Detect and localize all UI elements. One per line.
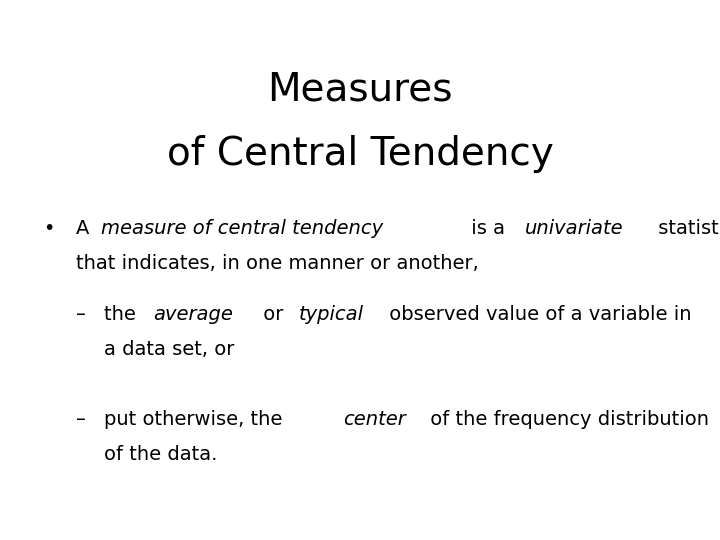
Text: a data set, or: a data set, or bbox=[104, 340, 235, 359]
Text: Measures: Measures bbox=[267, 70, 453, 108]
Text: observed value of a variable in: observed value of a variable in bbox=[382, 305, 691, 324]
Text: statistic: statistic bbox=[652, 219, 720, 238]
Text: the: the bbox=[104, 305, 143, 324]
Text: center: center bbox=[343, 410, 405, 429]
Text: of the frequency distribution: of the frequency distribution bbox=[423, 410, 708, 429]
Text: –: – bbox=[76, 410, 86, 429]
Text: •: • bbox=[43, 219, 55, 238]
Text: measure of central tendency: measure of central tendency bbox=[101, 219, 383, 238]
Text: average: average bbox=[153, 305, 233, 324]
Text: univariate: univariate bbox=[525, 219, 624, 238]
Text: that indicates, in one manner or another,: that indicates, in one manner or another… bbox=[76, 254, 478, 273]
Text: is a: is a bbox=[465, 219, 511, 238]
Text: typical: typical bbox=[299, 305, 364, 324]
Text: put otherwise, the: put otherwise, the bbox=[104, 410, 289, 429]
Text: or: or bbox=[256, 305, 289, 324]
Text: of the data.: of the data. bbox=[104, 446, 217, 464]
Text: –: – bbox=[76, 305, 86, 324]
Text: of Central Tendency: of Central Tendency bbox=[166, 135, 554, 173]
Text: A: A bbox=[76, 219, 95, 238]
